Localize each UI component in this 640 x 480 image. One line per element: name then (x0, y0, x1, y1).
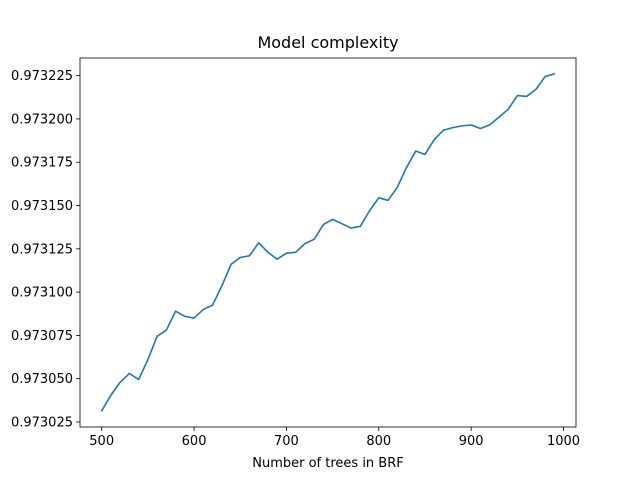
y-tick-label: 0.973150 (11, 199, 73, 214)
plot-area (79, 57, 577, 428)
y-tick-label: 0.973025 (11, 415, 73, 430)
y-tick-label: 0.973075 (11, 329, 73, 344)
plot-frame (79, 57, 577, 428)
y-axis: 0.973025 0.973050 0.973075 0.973100 0.973125… (11, 69, 80, 430)
series-line-0 (100, 72, 556, 412)
plot-background (80, 58, 576, 427)
x-axis-label: Number of trees in BRF (252, 456, 404, 471)
x-tick-label: 800 (366, 434, 391, 449)
x-tick-label: 1000 (547, 434, 580, 449)
y-tick-label: 0.973125 (11, 242, 73, 257)
x-tick-label: 700 (274, 434, 299, 449)
chart-title: Model complexity (257, 33, 398, 52)
y-tick-label: 0.973225 (11, 69, 73, 84)
y-tick-label: 0.973100 (11, 286, 73, 301)
x-tick-label: 500 (89, 434, 114, 449)
y-tick-label: 0.973175 (11, 156, 73, 171)
x-tick-label: 600 (182, 434, 207, 449)
y-tick-label: 0.973200 (11, 112, 73, 127)
y-tick-label: 0.973050 (11, 372, 73, 387)
x-axis: 500 600 700 800 900 1000 (89, 427, 580, 449)
x-tick-label: 900 (459, 434, 484, 449)
